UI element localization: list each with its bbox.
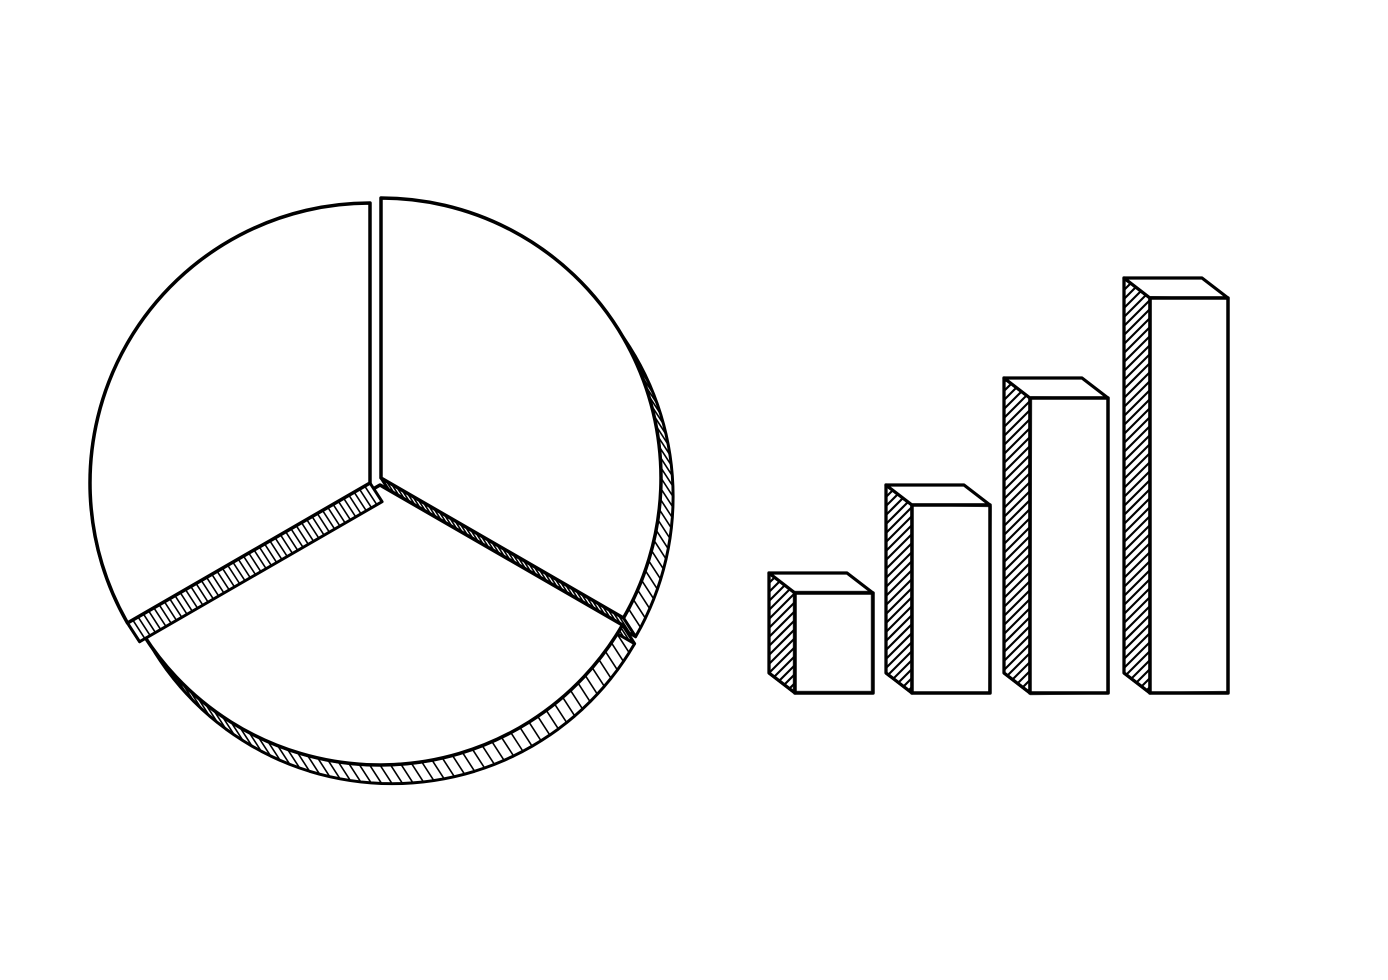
pie-chart bbox=[90, 198, 673, 784]
chart-canvas bbox=[0, 0, 1388, 980]
bar-chart bbox=[765, 0, 1388, 728]
bar bbox=[1120, 0, 1388, 726]
